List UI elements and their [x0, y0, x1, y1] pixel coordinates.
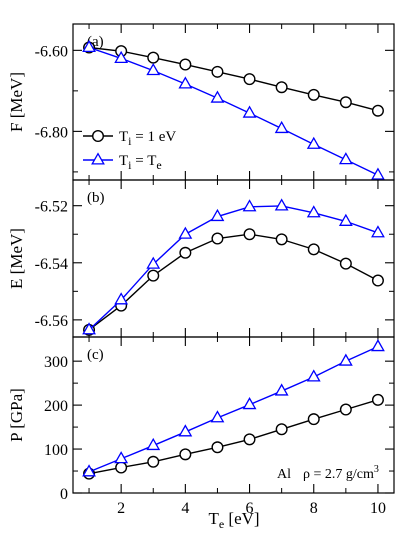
- y-tick-label: 0: [60, 486, 68, 503]
- panel-label: (b): [87, 190, 105, 206]
- x-tick-label: 6: [246, 500, 254, 517]
- data-point-1: [338, 152, 353, 165]
- data-point-1: [114, 50, 129, 63]
- panel-label: (c): [87, 347, 104, 363]
- data-point-1: [274, 383, 289, 396]
- data-point-0: [179, 448, 192, 461]
- data-point-0: [211, 232, 224, 245]
- x-tick-label: 2: [117, 500, 125, 517]
- data-point-1: [82, 464, 96, 477]
- data-point-1: [242, 199, 257, 212]
- data-point-0: [147, 51, 160, 64]
- series-line-1: [88, 205, 379, 331]
- data-point-0: [115, 461, 128, 474]
- data-point-0: [179, 58, 192, 71]
- data-point-0: [243, 228, 256, 241]
- data-point-1: [178, 424, 193, 437]
- series-line-0: [88, 399, 379, 475]
- data-point-0: [339, 403, 352, 416]
- data-point-1: [371, 167, 385, 180]
- y-tick-label: -6.54: [35, 256, 68, 273]
- panel-2: 0 100 200 300 P [GPa] (c) Al ρ = 2.7 g/cm3 2 4 6 8 1…: [7, 336, 395, 531]
- y-axis-label: F [MeV]: [7, 72, 26, 132]
- y-axis-label: P [GPa]: [7, 388, 26, 442]
- annotation-material: Al: [277, 467, 291, 482]
- data-point-1: [306, 136, 321, 149]
- data-point-1: [178, 76, 193, 89]
- data-point-1: [338, 353, 353, 366]
- data-point-0: [147, 455, 160, 468]
- data-point-1: [371, 339, 385, 352]
- y-tick-label: -6.60: [35, 43, 68, 60]
- y-tick-label: -6.80: [35, 124, 68, 141]
- legend-label: Ti = 1 eV: [119, 129, 176, 148]
- annotation-density: ρ = 2.7 g/cm3: [303, 464, 379, 482]
- series-line-0: [88, 233, 379, 331]
- series-line-1: [88, 46, 379, 176]
- x-axis-label: Te [eV]: [208, 509, 259, 531]
- data-point-1: [146, 62, 161, 76]
- data-point-0: [179, 246, 192, 259]
- data-point-0: [307, 88, 320, 101]
- data-point-0: [371, 104, 384, 117]
- data-point-1: [210, 410, 225, 423]
- data-point-1: [178, 226, 193, 239]
- y-tick-label: -6.56: [35, 313, 68, 330]
- data-point-0: [275, 423, 288, 436]
- data-point-1: [114, 292, 129, 305]
- y-tick-label: 200: [44, 398, 68, 415]
- y-tick-label: 100: [44, 442, 68, 459]
- data-point-1: [338, 213, 353, 226]
- y-tick-label: -6.52: [35, 199, 68, 216]
- series-line-0: [88, 46, 379, 112]
- x-tick-label: 4: [181, 500, 189, 517]
- data-point-0: [307, 413, 320, 426]
- data-point-0: [339, 96, 352, 109]
- legend-marker: [91, 152, 105, 165]
- data-point-0: [211, 441, 224, 454]
- data-point-1: [274, 198, 289, 211]
- data-point-1: [210, 208, 225, 222]
- y-tick-label: 300: [44, 354, 68, 371]
- data-point-0: [275, 81, 288, 94]
- data-point-1: [146, 256, 161, 269]
- series-line-1: [88, 346, 379, 473]
- legend-label: Ti = Te: [119, 153, 162, 172]
- data-point-1: [274, 120, 289, 134]
- data-point-0: [371, 274, 384, 287]
- data-point-0: [275, 233, 288, 246]
- plot-frame: [72, 336, 395, 494]
- data-point-1: [242, 397, 257, 410]
- data-point-0: [307, 243, 320, 256]
- data-point-1: [306, 369, 321, 382]
- x-tick-label: 10: [370, 500, 386, 517]
- y-axis-label: E [MeV]: [7, 228, 26, 289]
- data-point-0: [243, 73, 256, 86]
- data-point-1: [210, 90, 225, 103]
- legend-marker: [91, 129, 104, 142]
- data-point-1: [82, 39, 96, 53]
- data-point-1: [242, 105, 257, 118]
- data-point-0: [147, 269, 160, 282]
- x-tick-label: 8: [310, 500, 318, 517]
- panel-1: -6.52 -6.54 -6.56 E [MeV] (b): [7, 179, 395, 338]
- data-point-1: [146, 437, 161, 451]
- data-point-1: [114, 451, 129, 464]
- data-point-0: [371, 393, 384, 406]
- data-point-0: [243, 433, 256, 446]
- data-point-1: [371, 225, 385, 238]
- data-point-0: [339, 257, 352, 270]
- data-point-1: [306, 205, 321, 218]
- data-point-1: [82, 322, 96, 335]
- data-point-0: [211, 65, 224, 78]
